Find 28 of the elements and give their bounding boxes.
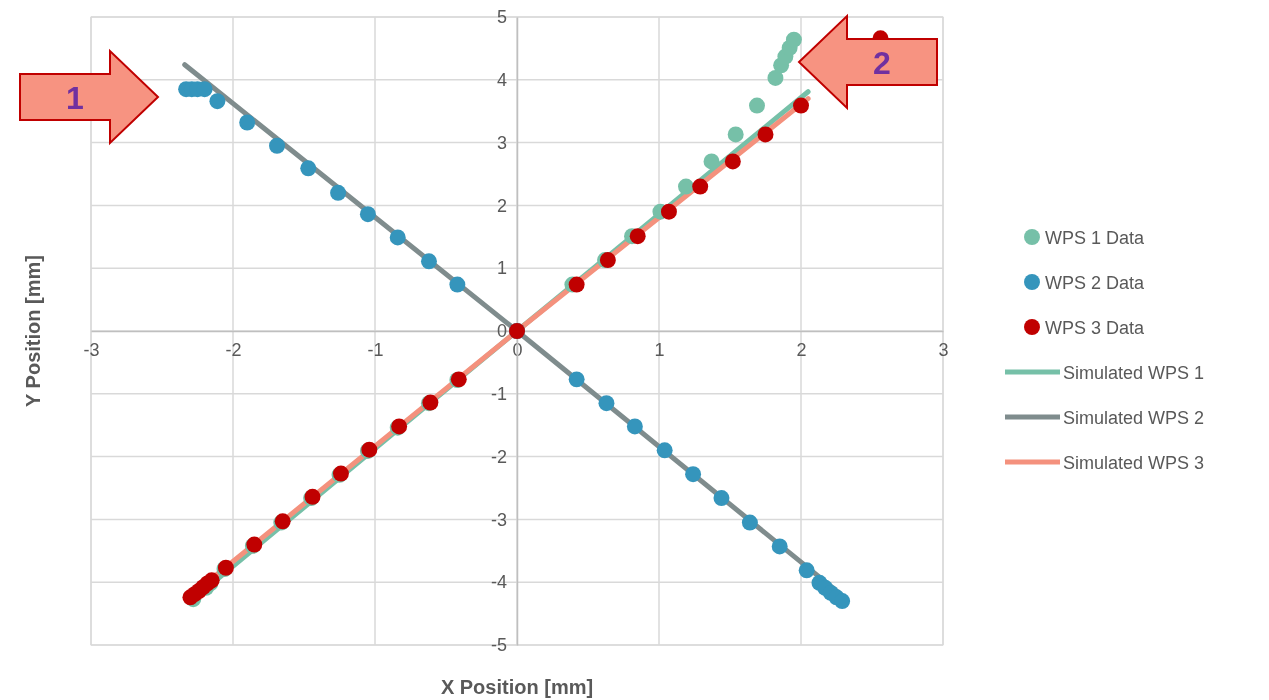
x-tick-label: -1: [367, 339, 384, 360]
arrow-icon: 2: [797, 13, 938, 111]
annotation: 2: [873, 45, 891, 81]
legend-label: WPS 2 Data: [1045, 273, 1146, 293]
legend-label: Simulated WPS 3: [1063, 453, 1205, 473]
legend-label: Simulated WPS 2: [1063, 408, 1205, 428]
y-tick-label: 3: [496, 132, 507, 153]
legend-label: Simulated WPS 1: [1063, 363, 1205, 383]
y-tick-label: 1: [496, 258, 507, 279]
x-tick-label: 3: [938, 339, 949, 360]
y-tick-label: 5: [496, 7, 507, 28]
y-tick-label: -5: [490, 635, 507, 656]
x-tick-label: -2: [225, 339, 242, 360]
y-tick-label: 0: [496, 321, 507, 342]
y-tick-label: 4: [496, 70, 507, 91]
arrow-icon: 1: [19, 48, 160, 146]
legend-label: WPS 1 Data: [1045, 228, 1146, 248]
legend-label: WPS 3 Data: [1045, 318, 1146, 338]
y-axis-title: Y Position [mm]: [22, 255, 44, 407]
y-tick-label: -4: [490, 572, 507, 593]
x-tick-label: 1: [654, 339, 665, 360]
y-tick-label: -3: [490, 509, 507, 530]
x-tick-label: 2: [796, 339, 807, 360]
x-axis-title: X Position [mm]: [440, 676, 594, 698]
y-tick-label: 2: [496, 195, 507, 216]
y-tick-label: -2: [490, 446, 507, 467]
y-tick-label: -1: [490, 384, 507, 405]
x-tick-label: -3: [83, 339, 100, 360]
